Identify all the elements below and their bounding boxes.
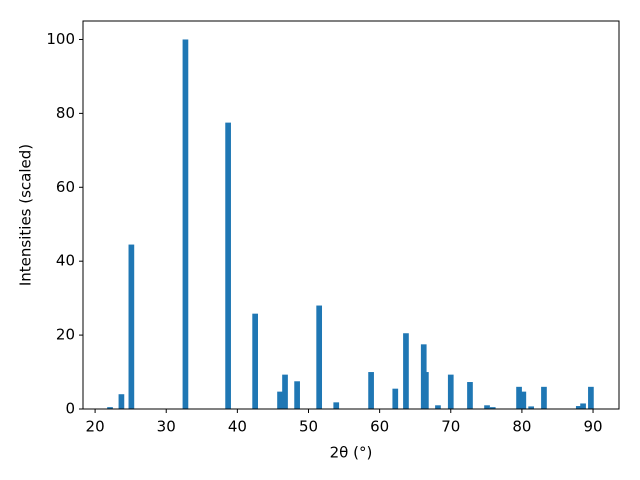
bar (294, 381, 300, 409)
bar (541, 386, 547, 409)
bar (588, 386, 594, 409)
bar (225, 122, 231, 409)
y-tick-label: 20 (56, 326, 75, 344)
bar (107, 407, 113, 409)
bar (489, 407, 496, 409)
x-tick-label: 80 (512, 418, 531, 436)
plot-frame (82, 20, 620, 410)
bar (392, 388, 399, 409)
y-tick-label: 60 (56, 178, 75, 196)
y-tick-label: 40 (56, 252, 75, 270)
y-tick-label: 100 (46, 30, 75, 48)
x-axis-label: 2θ (°) (330, 444, 373, 462)
bar (516, 386, 522, 409)
bar (282, 374, 288, 409)
x-tick-label: 70 (441, 418, 460, 436)
bar (520, 391, 527, 409)
x-tick-label: 30 (157, 418, 176, 436)
bar (467, 382, 473, 409)
x-tick-label: 40 (228, 418, 247, 436)
y-axis-label: Intensities (scaled) (17, 144, 35, 286)
x-tick-label: 50 (299, 418, 318, 436)
bar (252, 313, 258, 409)
bar (575, 406, 582, 409)
bar (435, 405, 441, 409)
bar (484, 405, 490, 409)
bar (528, 406, 534, 409)
x-tick-label: 90 (583, 418, 602, 436)
x-tick-label: 60 (370, 418, 389, 436)
bar (447, 374, 454, 409)
y-tick-label: 80 (56, 104, 75, 122)
bar (182, 39, 189, 409)
y-tick-label: 0 (65, 400, 75, 418)
bar (423, 372, 429, 409)
bar (128, 244, 135, 409)
bar (368, 372, 374, 409)
x-tick-label: 20 (86, 418, 105, 436)
bar (277, 391, 283, 409)
bar (580, 403, 586, 409)
bar (118, 394, 125, 409)
bar (333, 402, 340, 409)
bar (403, 333, 409, 409)
bar (316, 305, 323, 409)
